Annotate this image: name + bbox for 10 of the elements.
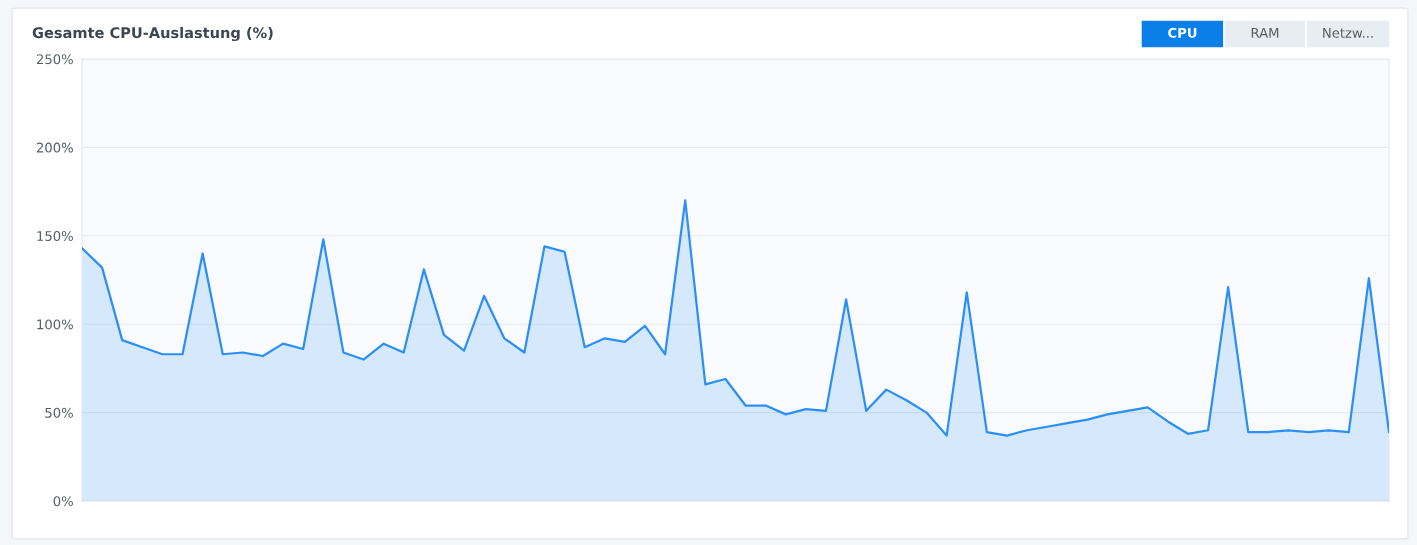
text: RAM xyxy=(1251,28,1279,38)
y-tick-label: 150% xyxy=(37,231,73,241)
y-tick-label: 100% xyxy=(37,319,73,330)
text: Netzw... xyxy=(1323,28,1373,38)
y-tick-label: 250% xyxy=(36,54,73,65)
chart-title: Gesamte CPU-Auslastung (%) xyxy=(32,26,273,42)
y-tick-label: 200% xyxy=(36,142,73,153)
text: CPU xyxy=(1168,27,1197,38)
y-tick-label: 50% xyxy=(45,407,73,418)
y-tick-label: 0% xyxy=(53,496,73,507)
